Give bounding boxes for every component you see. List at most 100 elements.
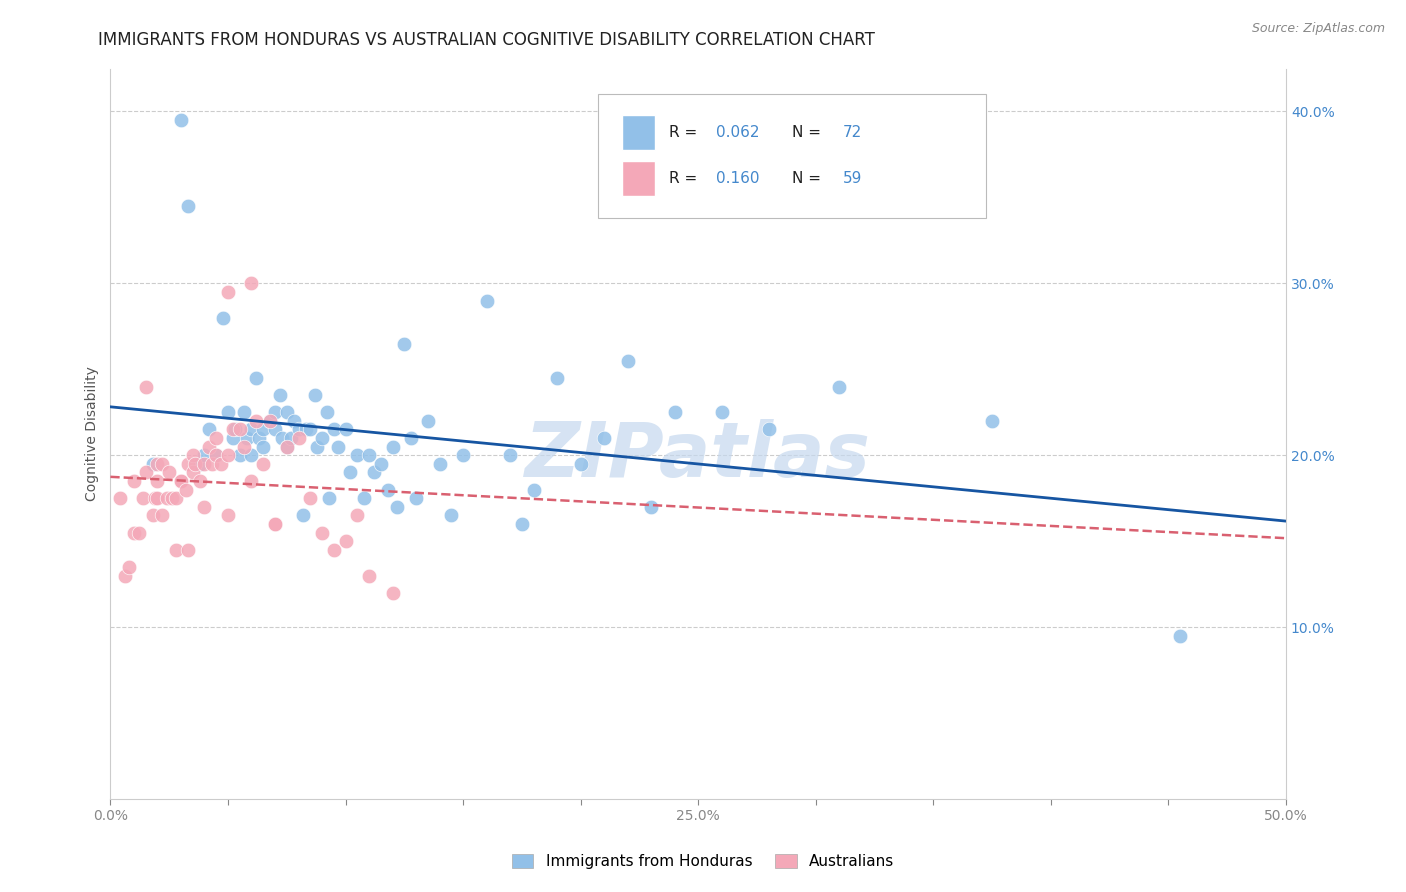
Point <box>451 448 474 462</box>
Point <box>188 457 211 471</box>
Point <box>307 440 329 454</box>
Text: N =: N = <box>792 125 821 140</box>
Point <box>229 448 252 462</box>
Point <box>311 525 333 540</box>
Point <box>108 491 131 506</box>
Text: IMMIGRANTS FROM HONDURAS VS AUSTRALIAN COGNITIVE DISABILITY CORRELATION CHART: IMMIGRANTS FROM HONDURAS VS AUSTRALIAN C… <box>98 31 876 49</box>
Text: 0.160: 0.160 <box>716 171 759 186</box>
Point <box>318 491 340 506</box>
Point <box>240 448 263 462</box>
Point <box>523 483 546 497</box>
Point <box>146 474 169 488</box>
Point <box>128 525 150 540</box>
Point <box>205 448 228 462</box>
Point <box>143 491 166 506</box>
Point <box>292 508 315 523</box>
Point <box>322 422 344 436</box>
Point <box>335 534 357 549</box>
Point <box>287 422 309 436</box>
Point <box>174 483 197 497</box>
Point <box>240 422 263 436</box>
Point <box>245 371 267 385</box>
Point <box>287 431 309 445</box>
Point <box>353 491 375 506</box>
Point <box>276 405 298 419</box>
Point <box>264 516 287 531</box>
Point <box>304 388 326 402</box>
Point <box>170 474 193 488</box>
Point <box>710 405 733 419</box>
Point <box>264 405 287 419</box>
Point <box>276 440 298 454</box>
Point <box>177 457 200 471</box>
Y-axis label: Cognitive Disability: Cognitive Disability <box>86 367 100 501</box>
Point <box>271 431 294 445</box>
Point <box>229 422 252 436</box>
Point <box>114 568 136 582</box>
Point <box>245 414 267 428</box>
Point <box>328 440 350 454</box>
Point <box>346 448 368 462</box>
Point <box>259 414 281 428</box>
Point <box>205 431 228 445</box>
Point <box>405 491 427 506</box>
Point <box>217 405 239 419</box>
Point <box>122 525 145 540</box>
Point <box>142 457 165 471</box>
Point <box>981 414 1004 428</box>
Text: ZIPatlas: ZIPatlas <box>526 418 872 492</box>
Point <box>224 422 246 436</box>
Point <box>217 508 239 523</box>
Point <box>170 474 193 488</box>
Point <box>221 431 243 445</box>
Point <box>322 542 344 557</box>
Point <box>188 474 211 488</box>
Point <box>294 422 316 436</box>
Point <box>181 448 204 462</box>
Point <box>118 560 141 574</box>
Point <box>640 500 662 514</box>
Point <box>200 457 222 471</box>
Point <box>593 431 616 445</box>
Point <box>381 440 404 454</box>
Point <box>217 448 239 462</box>
Point <box>440 508 463 523</box>
Point <box>346 508 368 523</box>
Point <box>198 440 221 454</box>
Point <box>381 586 404 600</box>
Point <box>335 422 357 436</box>
Point <box>264 422 287 436</box>
Bar <box>621 161 655 196</box>
Point <box>269 388 291 402</box>
Point <box>299 491 322 506</box>
Point <box>664 405 686 419</box>
Legend: Immigrants from Honduras, Australians: Immigrants from Honduras, Australians <box>506 847 900 875</box>
Text: 59: 59 <box>842 171 862 186</box>
Point <box>240 277 263 291</box>
FancyBboxPatch shape <box>599 94 986 219</box>
Point <box>233 405 256 419</box>
Point <box>394 336 416 351</box>
Point <box>193 500 215 514</box>
Point <box>1168 629 1191 643</box>
Point <box>247 431 270 445</box>
Point <box>259 414 281 428</box>
Point <box>122 474 145 488</box>
Point <box>142 508 165 523</box>
Point <box>170 113 193 128</box>
Bar <box>621 115 655 151</box>
Point <box>146 491 169 506</box>
Point <box>150 457 173 471</box>
Point <box>165 542 187 557</box>
Point <box>357 448 380 462</box>
Point <box>616 353 638 368</box>
Point <box>135 379 157 393</box>
Point <box>177 199 200 213</box>
Point <box>150 508 173 523</box>
Point <box>475 293 498 308</box>
Point <box>181 466 204 480</box>
Point <box>165 491 187 506</box>
Point <box>363 466 385 480</box>
Text: R =: R = <box>669 125 697 140</box>
Point <box>236 431 259 445</box>
